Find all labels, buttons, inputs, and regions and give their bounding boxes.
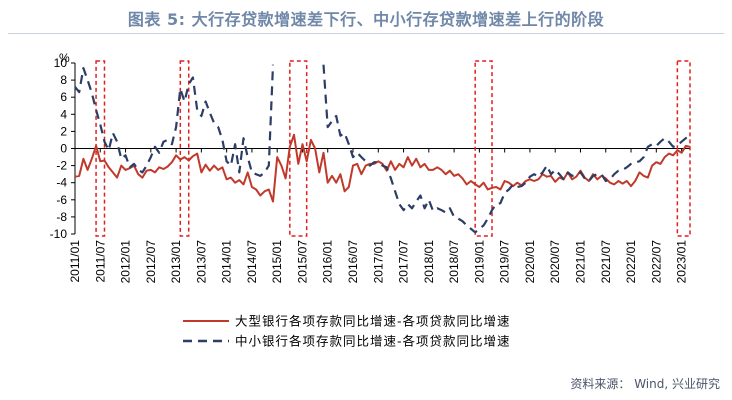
y-tick-label: 10 xyxy=(54,56,68,70)
y-tick-label: 0 xyxy=(60,142,67,156)
x-tick-label: 2013/01 xyxy=(169,240,183,284)
x-tick-label: 2015/01 xyxy=(270,240,284,284)
y-axis-unit: % xyxy=(59,51,70,65)
x-tick-label: 2014/07 xyxy=(245,240,259,284)
y-tick-label: -6 xyxy=(56,193,67,207)
highlight-period-box xyxy=(474,60,493,237)
x-tick-label: 2016/01 xyxy=(321,240,335,284)
x-tick-label: 2015/07 xyxy=(295,240,309,284)
legend-label: 大型银行各项存款同比增速-各项贷款同比增速 xyxy=(235,314,511,329)
x-tick-label: 2018/01 xyxy=(422,240,436,284)
x-tick-label: 2019/01 xyxy=(472,240,486,284)
x-tick-label: 2011/01 xyxy=(68,240,82,283)
x-tick-label: 2022/07 xyxy=(649,240,663,284)
y-tick-label: -4 xyxy=(56,176,67,190)
title-divider xyxy=(8,33,724,34)
x-tick-label: 2014/01 xyxy=(220,240,234,284)
y-tick-label: 4 xyxy=(60,107,67,121)
series-line-large-banks xyxy=(74,133,691,203)
x-tick-label: 2013/07 xyxy=(194,240,208,284)
x-tick-label: 2018/07 xyxy=(447,240,461,284)
x-tick-label: 2020/01 xyxy=(523,240,537,284)
y-tick-label: 6 xyxy=(60,90,67,104)
series-line-small-medium-banks xyxy=(74,64,691,234)
highlight-period-box xyxy=(676,60,691,237)
x-tick-label: 2012/01 xyxy=(119,240,133,284)
legend: 大型银行各项存款同比增速-各项贷款同比增速中小银行各项存款同比增速-各项贷款同比… xyxy=(183,314,511,349)
x-tick-label: 2021/07 xyxy=(599,240,613,284)
x-tick-label: 2019/07 xyxy=(498,240,512,284)
source-note: 资料来源： Wind, 兴业研究 xyxy=(570,377,720,391)
x-tick-label: 2021/01 xyxy=(573,240,587,284)
x-tick-label: 2012/07 xyxy=(144,240,158,284)
plot-area: 10 8 6 4 2 0 -2 -4 -6 -8 -10% 2011/01 2011/07 2012/01… xyxy=(50,51,691,284)
chart-title: 图表 5: 大行存贷款增速差下行、中小行存贷款增速差上行的阶段 xyxy=(127,10,605,29)
y-tick-label: -10 xyxy=(50,227,68,241)
x-tick-label: 2016/07 xyxy=(346,240,360,284)
y-tick-label: -2 xyxy=(56,159,67,173)
y-tick-label: 2 xyxy=(60,124,67,138)
x-tick-label: 2017/07 xyxy=(397,240,411,284)
x-tick-label: 2022/01 xyxy=(624,240,638,284)
y-tick-label: 8 xyxy=(60,73,67,87)
x-tick-label: 2011/07 xyxy=(93,240,107,283)
y-tick-label: -8 xyxy=(56,210,67,224)
x-tick-label: 2020/07 xyxy=(548,240,562,284)
legend-label: 中小银行各项存款同比增速-各项贷款同比增速 xyxy=(235,334,511,349)
x-tick-label: 2017/01 xyxy=(371,240,385,284)
x-tick-label: 2023/01 xyxy=(675,240,689,284)
